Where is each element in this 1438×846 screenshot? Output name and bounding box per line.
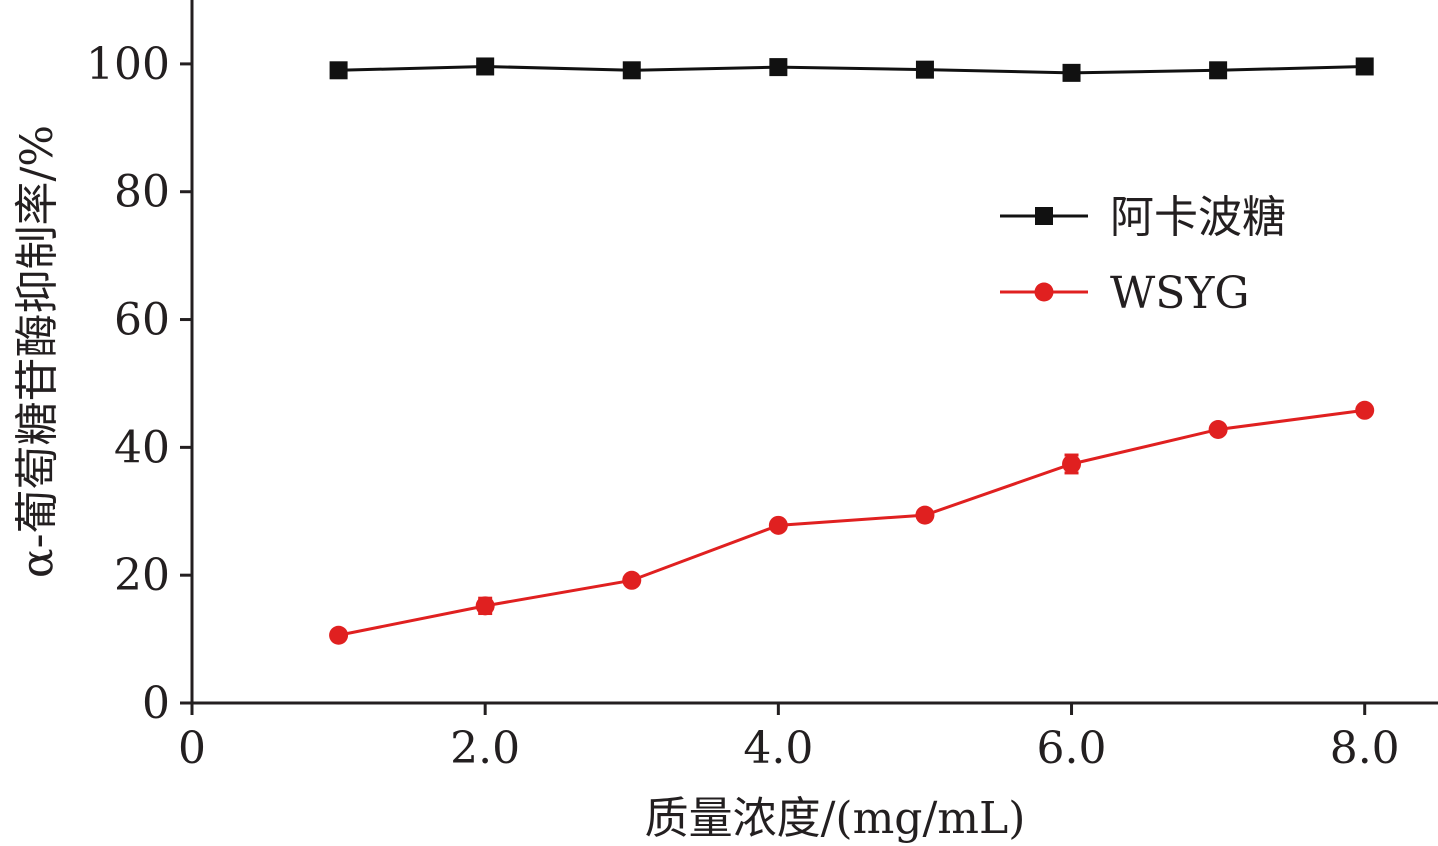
data-point [622,61,641,80]
x-tick-label: 4.0 [743,723,813,774]
data-point [476,57,495,76]
y-tick-label: 100 [86,39,170,90]
data-point [1062,454,1082,474]
series-line [338,408,1365,637]
legend-label: 阿卡波糖 [1110,192,1286,243]
legend-marker [1035,207,1053,225]
series-1 [329,57,1374,82]
data-point [915,60,934,79]
data-point [1355,57,1374,76]
series-2 [329,400,1375,645]
x-tick-label: 2.0 [450,723,520,774]
x-tick-label: 0 [178,723,206,774]
data-point [329,61,348,80]
legend-marker [1034,282,1054,302]
data-point [768,515,788,535]
y-axis-title: α-葡萄糖苷酶抑制率/% [12,125,63,578]
y-tick-label: 60 [114,295,170,346]
y-tick-label: 20 [114,550,170,601]
series-line [338,64,1365,75]
data-point [769,58,788,77]
y-tick-label: 40 [114,422,170,473]
data-point [1209,61,1228,80]
series-group [329,57,1375,645]
y-tick-label: 80 [114,167,170,218]
x-tick-label: 6.0 [1037,723,1107,774]
axes [190,0,1438,705]
axis-ticks: 0 20 40 60 80 100 0 2.0 4.0 6.0 8.0 [86,39,1400,774]
legend-label: WSYG [1110,268,1250,319]
x-axis-title: 质量浓度/(mg/mL) [645,793,1026,844]
data-point [1062,63,1081,82]
data-point [622,570,642,590]
data-point [1355,400,1375,420]
data-point [475,596,495,616]
legend: 阿卡波糖 WSYG [1000,192,1286,319]
data-point [329,625,349,645]
data-point [1208,419,1228,439]
x-tick-label: 8.0 [1330,723,1400,774]
legend-item: 阿卡波糖 [1000,192,1286,243]
y-tick-label: 0 [142,678,170,729]
data-point [915,505,935,525]
legend-item: WSYG [1000,268,1250,319]
